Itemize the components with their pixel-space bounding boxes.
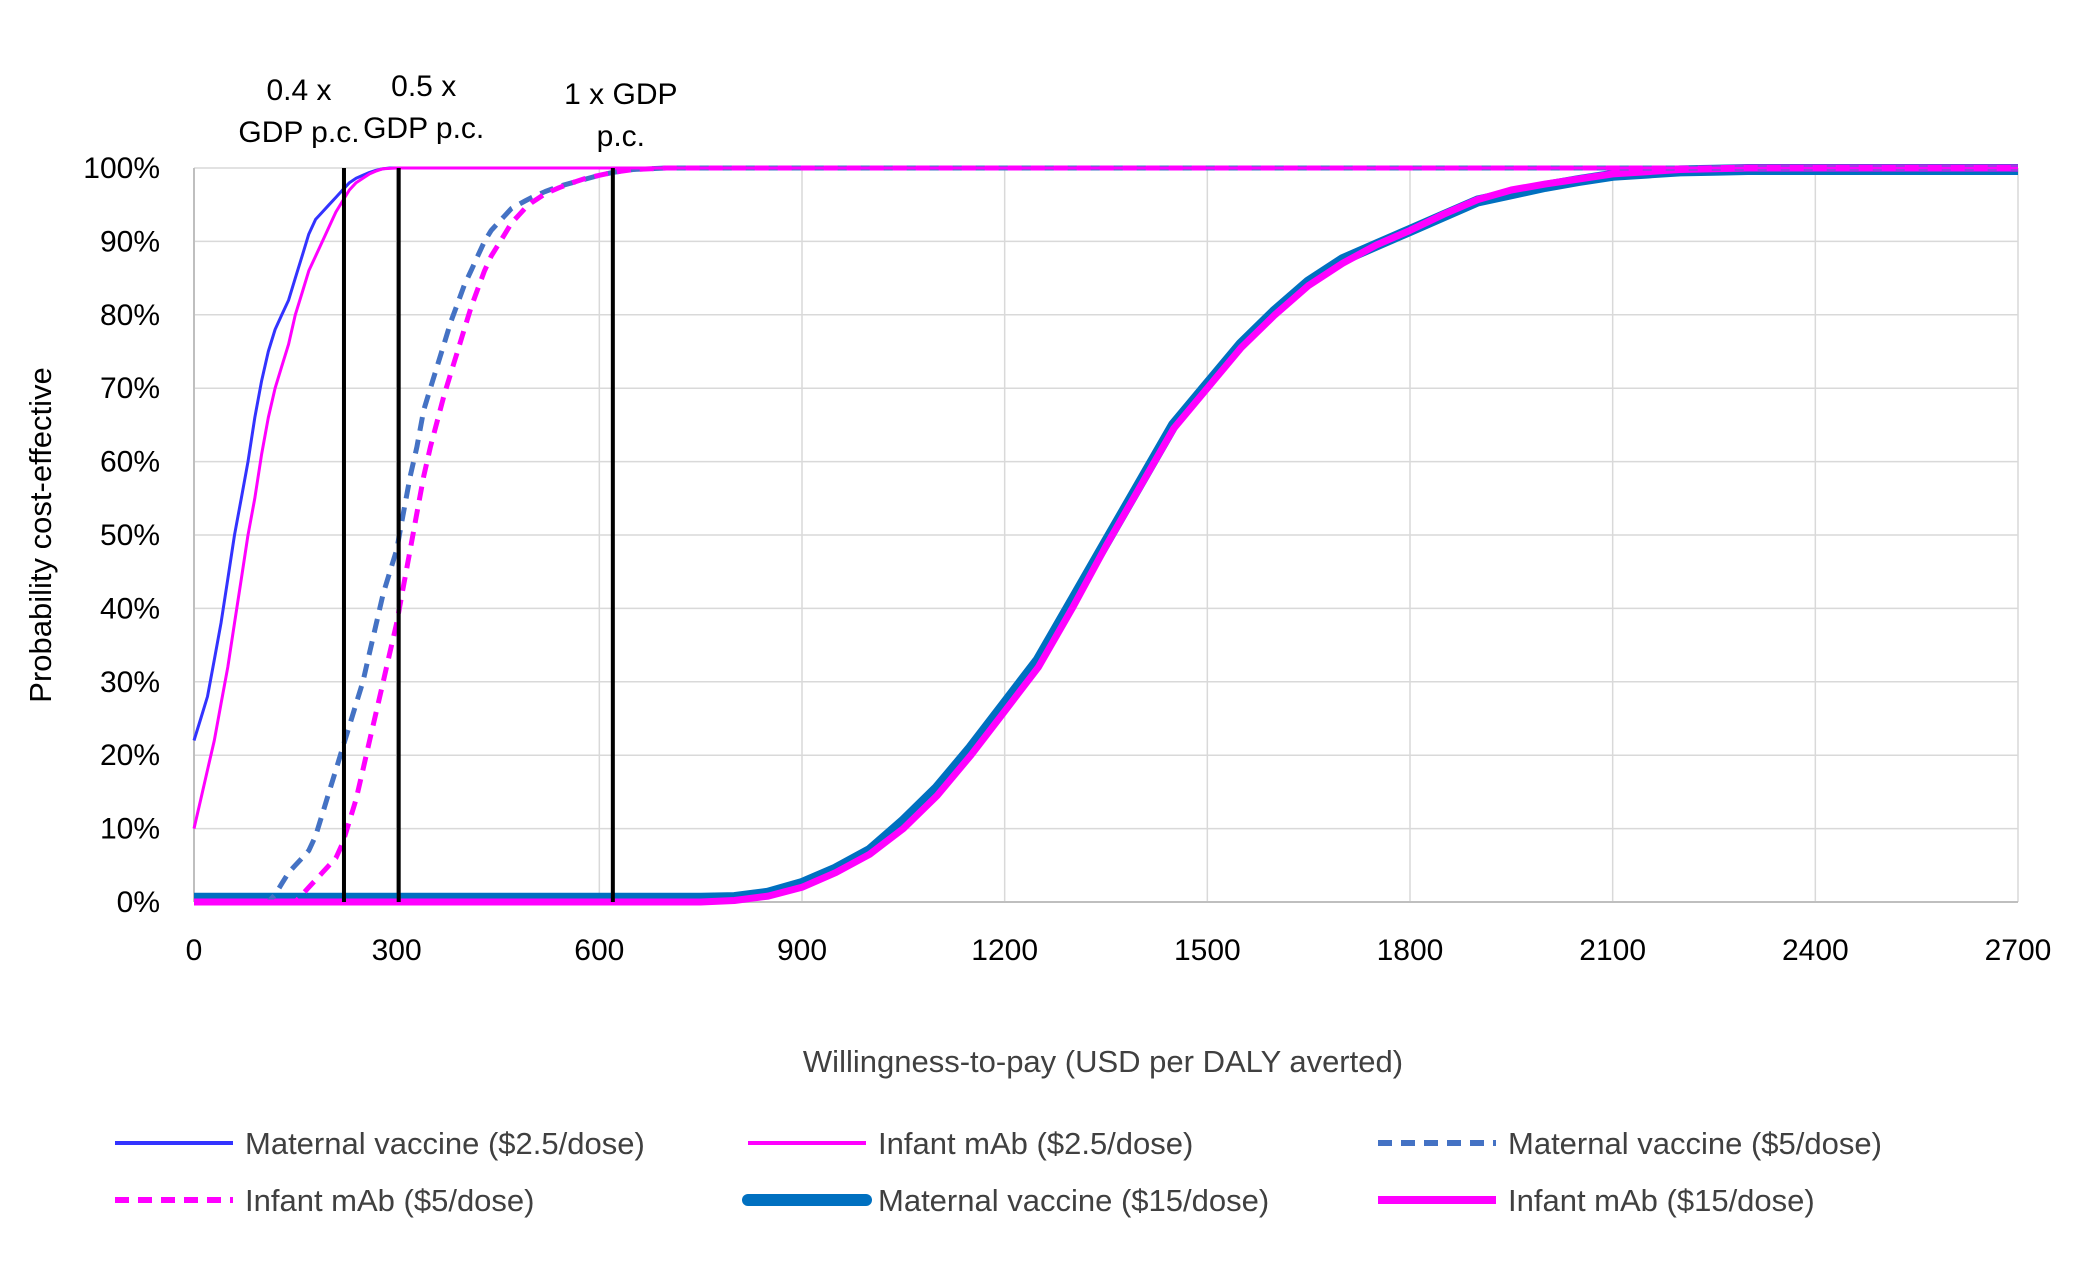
gdp-reference-label: 1 x GDP — [564, 78, 677, 111]
y-tick-label: 10% — [100, 813, 160, 846]
y-tick-label: 60% — [100, 446, 160, 479]
gdp-reference-label: GDP p.c. — [238, 116, 359, 149]
y-tick-label: 30% — [100, 666, 160, 699]
x-tick-label: 2100 — [1579, 934, 1646, 967]
legend-label: Maternal vaccine ($5/dose) — [1508, 1126, 1882, 1161]
series-line-4 — [194, 165, 2018, 905]
series-line-3 — [194, 165, 2018, 905]
reference-annotations: 0.4 x GDP p.c. 0.5 x GDP p.c. 1 x GDP p.c. — [238, 70, 677, 153]
x-tick-label: 2700 — [1985, 934, 2052, 967]
reference-lines — [341, 168, 615, 902]
tick-labels: 0% 10% 20% 30% 40% 50% 60% 70% 80% 90% 100% 0 300 600… — [83, 152, 2051, 967]
gdp-reference-label: GDP p.c. — [363, 112, 484, 145]
y-tick-label: 40% — [100, 592, 160, 625]
x-tick-label: 600 — [574, 934, 624, 967]
gdp-reference-label: 0.5 x — [391, 70, 456, 103]
gdp-reference-label: 0.4 x — [266, 74, 331, 107]
y-tick-label: 50% — [100, 519, 160, 552]
series-line-5 — [194, 164, 2018, 904]
x-tick-label: 900 — [777, 934, 827, 967]
legend-label: Infant mAb ($15/dose) — [1508, 1183, 1815, 1218]
x-tick-label: 1500 — [1174, 934, 1241, 967]
legend-label: Maternal vaccine ($15/dose) — [878, 1183, 1269, 1218]
y-axis-title: Probability cost-effective — [23, 367, 58, 702]
legend-label: Infant mAb ($2.5/dose) — [878, 1126, 1193, 1161]
legend: Maternal vaccine ($2.5/dose) Infant mAb (… — [115, 1126, 1882, 1218]
x-tick-label: 300 — [372, 934, 422, 967]
x-tick-label: 1800 — [1377, 934, 1444, 967]
series-line-1 — [192, 166, 2018, 741]
x-axis-title: Willingness-to-pay (USD per DALY averted… — [803, 1044, 1403, 1079]
y-tick-label: 100% — [83, 152, 160, 185]
y-tick-label: 90% — [100, 225, 160, 258]
x-tick-label: 1200 — [971, 934, 1038, 967]
x-tick-label: 0 — [186, 934, 203, 967]
gdp-reference-label: p.c. — [597, 120, 645, 153]
y-tick-label: 80% — [100, 299, 160, 332]
x-tick-label: 2400 — [1782, 934, 1849, 967]
series-line-6 — [194, 164, 2018, 906]
series-lines — [192, 164, 2018, 906]
y-tick-label: 70% — [100, 372, 160, 405]
y-tick-label: 0% — [117, 886, 160, 919]
legend-label: Infant mAb ($5/dose) — [245, 1183, 535, 1218]
series-line-2 — [192, 166, 2018, 829]
y-tick-label: 20% — [100, 739, 160, 772]
legend-label: Maternal vaccine ($2.5/dose) — [245, 1126, 645, 1161]
